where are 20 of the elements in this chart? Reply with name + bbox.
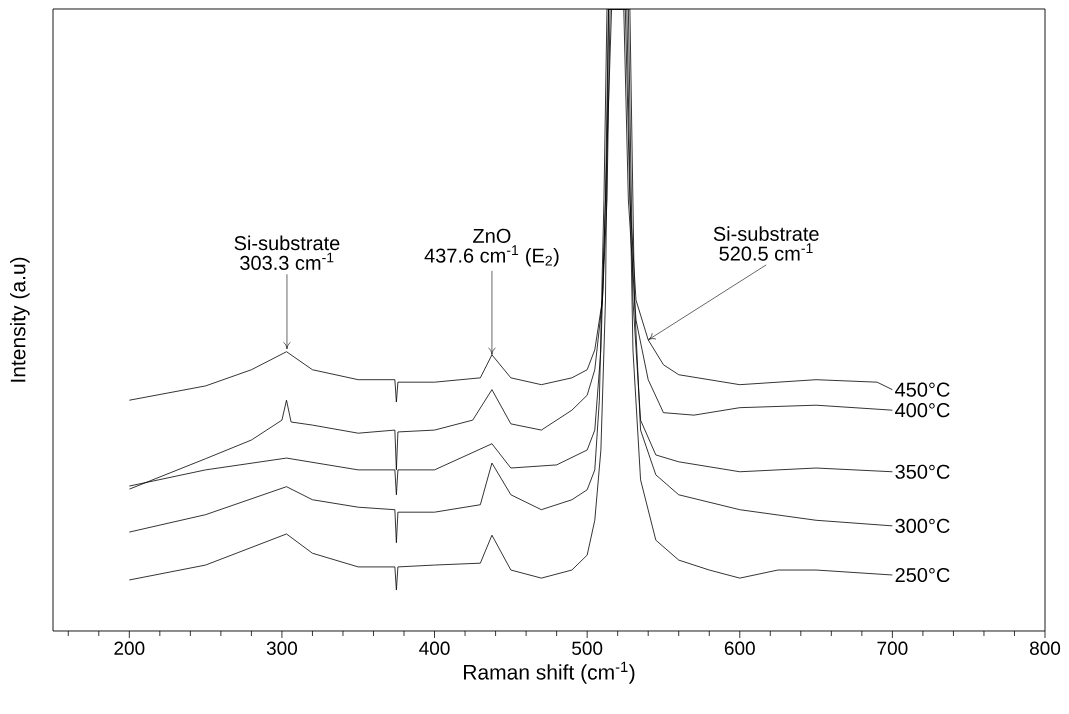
annotation: Si-substrate (713, 226, 819, 241)
series-label: 450°C (895, 382, 950, 397)
x-tick-label: 300 (266, 641, 298, 655)
series-label: 350°C (895, 464, 950, 479)
x-tick-label: 700 (877, 641, 908, 655)
x-tick-label: 200 (114, 641, 145, 655)
x-tick-label: 600 (724, 641, 755, 655)
y-axis-title: Intensity (a.u) (10, 257, 30, 382)
series-label: 300°C (895, 518, 950, 533)
x-tick-label: 800 (1029, 641, 1061, 655)
annotation: Si-substrate (234, 235, 340, 251)
x-tick-label: 400 (419, 641, 450, 655)
series-label: 250°C (895, 567, 950, 583)
x-axis-title: Raman shift (cm$^{-1}$) (464, 661, 635, 684)
annotation: 303.3 cm$^{-1}$ (240, 252, 334, 271)
x-tick-label: 500 (572, 641, 603, 655)
annotation: 437.6 cm$^{-1}$ (E$_{2}$) (424, 245, 559, 267)
annotation: 520.5 cm$^{-1}$ (719, 243, 813, 261)
series-label: 400°C (895, 403, 950, 418)
annotation: ZnO (473, 228, 511, 243)
